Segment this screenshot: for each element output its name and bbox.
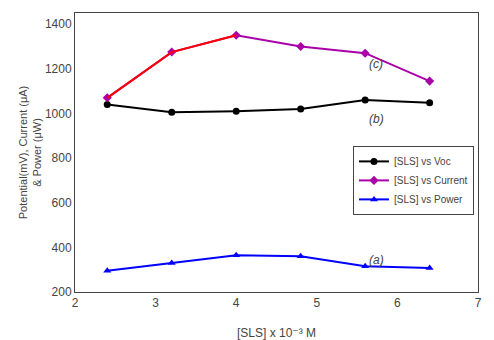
- svg-text:[SLS] vs Current: [SLS] vs Current: [394, 175, 468, 186]
- svg-text:800: 800: [52, 151, 72, 165]
- svg-text:3: 3: [152, 296, 159, 310]
- svg-text:1200: 1200: [45, 62, 72, 76]
- svg-text:7: 7: [475, 296, 482, 310]
- svg-text:400: 400: [52, 241, 72, 255]
- svg-text:(a): (a): [369, 253, 384, 267]
- svg-text:600: 600: [52, 196, 72, 210]
- svg-text:1000: 1000: [45, 107, 72, 121]
- svg-text:5: 5: [313, 296, 320, 310]
- svg-text:2: 2: [72, 296, 79, 310]
- svg-text:[SLS] vs Voc: [SLS] vs Voc: [394, 156, 451, 167]
- svg-text:[SLS] x 10⁻³ M: [SLS] x 10⁻³ M: [237, 326, 316, 340]
- svg-text:[SLS] vs Power: [SLS] vs Power: [394, 194, 463, 205]
- svg-text:4: 4: [233, 296, 240, 310]
- svg-text:Potential(mV), Current (μA)& P: Potential(mV), Current (μA)& Power (μW): [17, 86, 43, 219]
- svg-text:200: 200: [52, 285, 72, 299]
- svg-text:(c): (c): [369, 57, 383, 71]
- svg-text:6: 6: [394, 296, 401, 310]
- svg-text:(b): (b): [369, 112, 384, 126]
- svg-text:1400: 1400: [45, 17, 72, 31]
